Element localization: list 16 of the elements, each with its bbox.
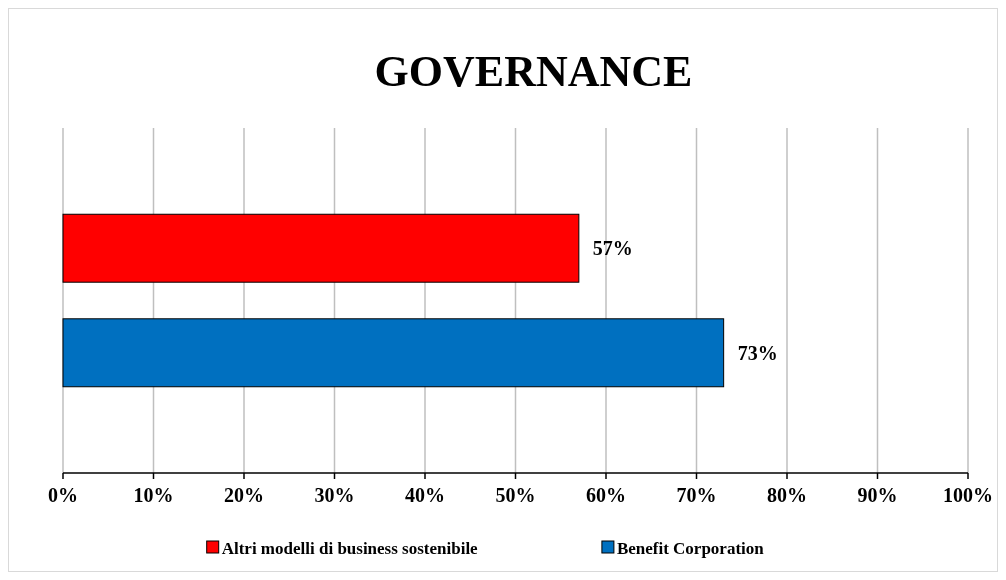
data-label: 73%: [737, 341, 778, 364]
chart-title: GOVERNANCE: [374, 47, 693, 96]
x-tick-label: 10%: [133, 484, 174, 506]
legend-label: Altri modelli di business sostenibile: [221, 538, 479, 558]
x-tick-label: 20%: [224, 484, 264, 506]
data-label: 57%: [592, 237, 633, 260]
legend-label: Benefit Corporation: [616, 538, 765, 558]
x-tick-label: 80%: [767, 484, 807, 506]
x-tick-label: 90%: [857, 484, 898, 506]
x-tick-label: 50%: [495, 484, 536, 506]
x-tick-label: 40%: [405, 484, 445, 506]
x-tick-label: 60%: [586, 484, 626, 506]
x-tick-label: 30%: [314, 484, 355, 506]
x-tick-label: 100%: [943, 484, 993, 506]
x-tick-label: 70%: [676, 484, 717, 506]
x-tick-label: 0%: [48, 484, 78, 506]
